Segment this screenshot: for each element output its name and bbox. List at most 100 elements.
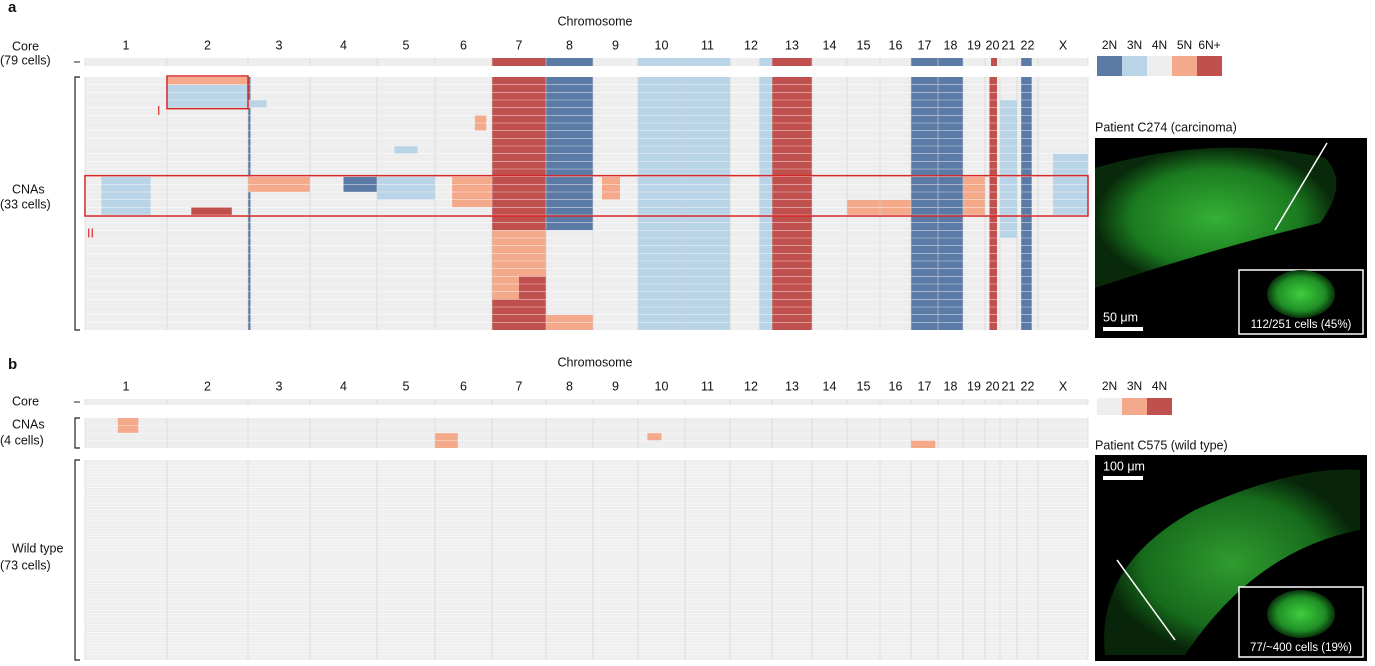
legend-swatch: [1122, 398, 1147, 415]
cn-segment: [938, 58, 963, 66]
scale-label: 100 μm: [1103, 459, 1145, 473]
cn-segment: [772, 58, 812, 66]
legend-swatch: [1197, 56, 1222, 76]
chromosome-label: 3: [276, 379, 283, 393]
chromosome-label: 11: [701, 379, 714, 393]
chromosome-label: 9: [612, 379, 619, 393]
cn-segment: [685, 58, 730, 66]
legend-swatch: [1147, 56, 1172, 76]
legend-swatch: [1097, 398, 1122, 415]
cn-segment: [377, 176, 435, 200]
legend-swatch: [1097, 56, 1122, 76]
cn-segment: [394, 146, 418, 154]
track-sublabel: (73 cells): [0, 558, 51, 572]
chromosome-label: 1: [123, 379, 130, 393]
tissue: [1095, 147, 1337, 288]
chromosome-label: 18: [944, 38, 958, 52]
chromosome-label: 20: [986, 38, 1000, 52]
cn-segment: [685, 77, 730, 330]
cn-segment: [602, 176, 620, 200]
chromosome-label: 3: [276, 38, 283, 52]
legend-label: 2N: [1102, 38, 1117, 52]
cn-segment: [492, 276, 519, 300]
chromosome-label: 4: [340, 38, 347, 52]
chromosome-label: 8: [566, 379, 573, 393]
chromosome-label: 10: [655, 379, 669, 393]
cn-segment: [991, 58, 997, 66]
chromosome-label: 1: [123, 38, 130, 52]
chromosome-label: 8: [566, 38, 573, 52]
chromosome-label: 7: [516, 38, 523, 52]
legend-swatch: [1122, 56, 1147, 76]
chromosome-label: 16: [889, 379, 903, 393]
chromosome-label: 11: [701, 38, 714, 52]
legend-label: 4N: [1152, 38, 1167, 52]
section-line: [1116, 559, 1176, 641]
cn-segment: [101, 176, 151, 215]
chromosome-label: 16: [889, 38, 903, 52]
legend-label: 4N: [1152, 379, 1167, 393]
cn-segment: [546, 58, 593, 66]
cn-segment: [1021, 77, 1032, 330]
chromosome-label: 7: [516, 379, 523, 393]
chromosome-label: 13: [785, 38, 799, 52]
chromosome-label: 22: [1021, 38, 1035, 52]
bracket: [74, 459, 80, 661]
highlight-box: [84, 174, 1089, 217]
track-background: [85, 399, 1088, 405]
image-title: Patient C575 (wild type): [1095, 438, 1228, 452]
tissue: [1104, 469, 1360, 655]
marker: I: [157, 104, 160, 118]
section-line: [1274, 142, 1328, 231]
track-label: Core: [12, 394, 39, 408]
chromosome-label: 5: [403, 38, 410, 52]
track-background: [85, 460, 1088, 660]
cn-segment: [911, 440, 936, 448]
legend-label: 6N+: [1198, 38, 1220, 52]
chromosome-label: 19: [967, 379, 981, 393]
scale-bar: [1103, 476, 1143, 480]
image-title: Patient C274 (carcinoma): [1095, 120, 1237, 134]
track-label: CNAs: [12, 417, 45, 431]
scale-bar: [1103, 327, 1143, 331]
cn-segment: [938, 77, 963, 330]
bracket: [74, 76, 80, 331]
chromosome-label: 4: [340, 379, 347, 393]
panel-label: b: [8, 356, 17, 373]
chromosome-label: X: [1059, 379, 1068, 393]
cn-segment: [638, 77, 685, 330]
chromosome-label: 6: [460, 379, 467, 393]
track-sublabel: (33 cells): [0, 197, 51, 211]
track-sublabel: (4 cells): [0, 433, 44, 447]
cn-segment: [911, 58, 938, 66]
chromosome-label: 2: [204, 38, 211, 52]
inset-caption: 77/~400 cells (19%): [1250, 642, 1352, 654]
track-label: Wild type: [12, 541, 63, 555]
cn-segment: [989, 77, 997, 330]
legend-label: 2N: [1102, 379, 1117, 393]
chromosome-label: 12: [744, 379, 758, 393]
chromosome-label: 2: [204, 379, 211, 393]
cn-segment: [759, 58, 772, 66]
legend-label: 3N: [1127, 379, 1142, 393]
chromosome-label: 14: [823, 379, 837, 393]
cn-segment: [248, 100, 267, 108]
legend-label: 3N: [1127, 38, 1142, 52]
chromosome-label: 15: [857, 38, 871, 52]
track-label: Core: [12, 39, 39, 53]
cn-segment: [1021, 58, 1032, 66]
cn-segment: [167, 77, 248, 85]
chromosome-label: 5: [403, 379, 410, 393]
chromosome-label: 10: [655, 38, 669, 52]
chromosome-label: 19: [967, 38, 981, 52]
cn-segment: [248, 77, 251, 330]
cn-segment: [772, 77, 812, 330]
chromosome-label: 21: [1002, 38, 1016, 52]
chromosome-label: X: [1059, 38, 1068, 52]
inset-caption: 112/251 cells (45%): [1251, 319, 1352, 331]
legend-label: 5N: [1177, 38, 1192, 52]
track-sublabel: (79 cells): [0, 53, 51, 67]
cn-segment: [167, 84, 248, 108]
axis-title: Chromosome: [557, 355, 632, 369]
cn-segment: [191, 207, 232, 215]
